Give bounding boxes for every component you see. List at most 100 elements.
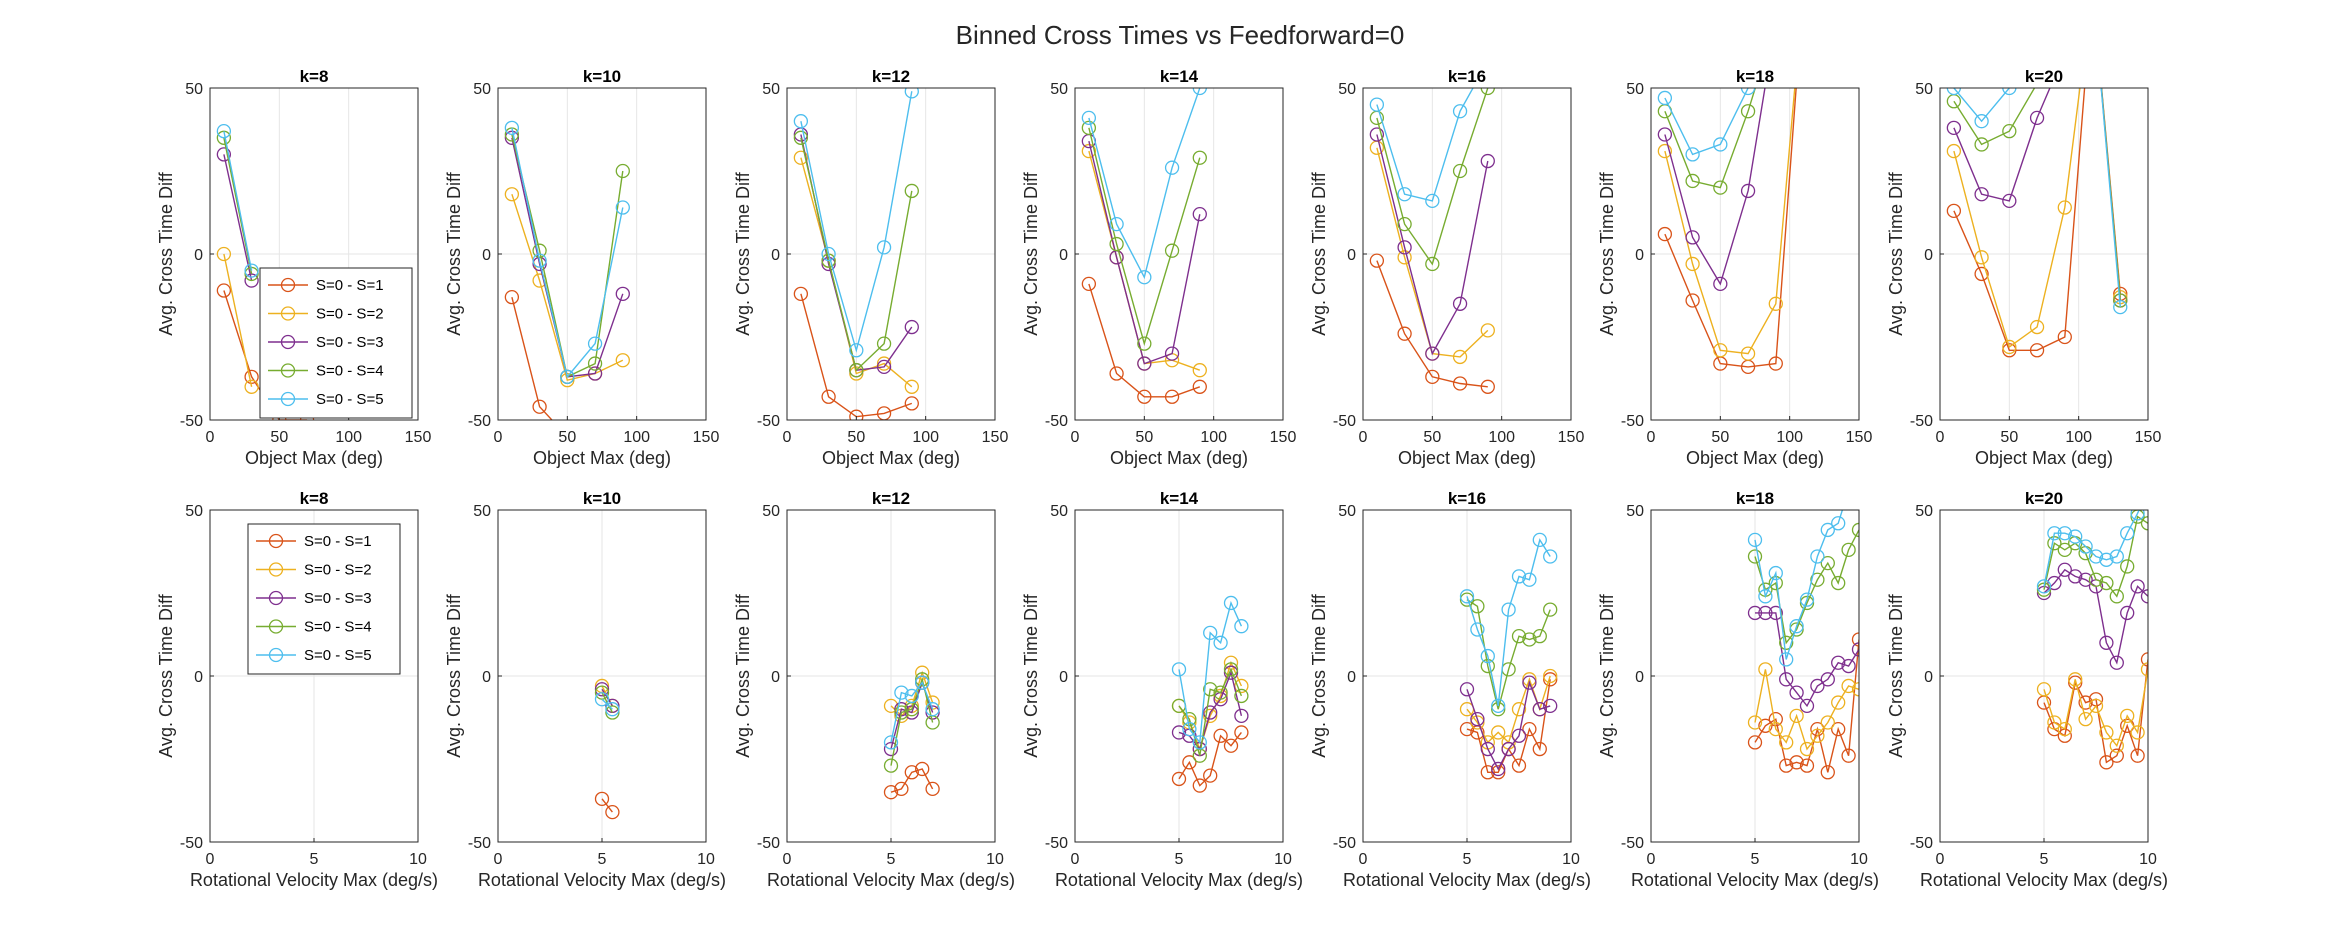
x-tick-label: 0: [1359, 429, 1368, 446]
y-tick-label: 50: [1050, 503, 1068, 520]
data-point-s2: [216, 246, 232, 262]
data-point-s5: [504, 120, 520, 135]
data-point-s5: [1234, 619, 1249, 634]
x-tick-label: 0: [494, 429, 503, 446]
data-point-s1: [2068, 675, 2083, 690]
x-tick-label: 10: [697, 851, 715, 868]
data-point-s2: [1657, 143, 1673, 159]
data-point-s3: [1685, 230, 1700, 245]
data-point-s2: [876, 356, 892, 371]
data-point-s1: [1223, 738, 1239, 753]
data-point-s5: [1810, 549, 1825, 564]
data-point-s1: [1480, 765, 1495, 780]
data-point-s2: [244, 379, 259, 394]
legend-entry-label: S=0 - S=2: [316, 306, 384, 323]
x-axis-label: Rotational Velocity Max (deg/s): [1631, 870, 1879, 890]
x-tick-label: 0: [1936, 429, 1945, 446]
data-point-s2: [2088, 698, 2104, 714]
y-tick-label: 50: [473, 81, 491, 98]
data-point-s4: [1799, 595, 1815, 611]
series-layer: [2036, 510, 2148, 770]
data-point-s1: [883, 785, 899, 800]
data-point-s5: [1511, 569, 1527, 584]
data-point-s1: [1452, 376, 1468, 391]
legend-marker: [268, 647, 284, 663]
data-point-s1: [1397, 326, 1412, 341]
x-tick-label: 50: [847, 429, 865, 446]
series-line-3: [1088, 140, 1201, 365]
data-point-s1: [244, 369, 259, 384]
data-point-s1: [532, 399, 547, 414]
data-point-s4: [615, 163, 630, 179]
x-tick-label: 100: [1488, 429, 1515, 446]
series-line-5: [1088, 88, 1201, 280]
data-point-s4: [1820, 555, 1835, 571]
data-point-s3: [2130, 579, 2145, 594]
legend-marker: [280, 334, 296, 350]
data-point-s1: [1758, 718, 1773, 733]
data-point-s2: [1397, 250, 1412, 265]
series-line-5: [1664, 88, 1749, 156]
data-point-s2: [2099, 725, 2114, 740]
x-axis-label: Object Max (deg): [1398, 448, 1536, 468]
y-axis-label: Avg. Cross Time Diff: [1597, 593, 1617, 757]
data-point-s5: [1109, 216, 1124, 232]
data-point-s2: [1081, 143, 1097, 159]
series-line-2: [1953, 88, 2121, 349]
series-line-1: [1754, 639, 1859, 773]
data-point-s5: [1192, 735, 1207, 750]
y-tick-label: 0: [771, 247, 780, 264]
data-point-s4: [1685, 173, 1700, 189]
y-axis-label: Avg. Cross Time Diff: [444, 171, 464, 335]
data-point-s1: [1480, 379, 1495, 394]
data-point-s4: [1213, 685, 1228, 700]
data-point-s4: [605, 705, 620, 720]
x-tick-label: 50: [558, 429, 576, 446]
data-point-s3: [1713, 276, 1728, 292]
series-line-3: [1466, 680, 1551, 771]
x-tick-label: 50: [1711, 429, 1729, 446]
y-tick-label: 0: [482, 247, 491, 264]
series-line-5: [1466, 538, 1551, 707]
x-axis-label: Object Max (deg): [822, 448, 960, 468]
data-point-s4: [1779, 635, 1794, 650]
data-point-s3: [904, 319, 919, 335]
data-point-s5: [1480, 648, 1495, 664]
data-point-s4: [594, 685, 610, 700]
data-point-s2: [504, 187, 520, 202]
y-tick-label: -50: [1333, 413, 1356, 430]
data-point-s1: [1532, 741, 1547, 757]
series-line-5: [1178, 600, 1243, 745]
data-point-s3: [1501, 741, 1516, 757]
data-point-s5: [849, 343, 864, 358]
data-point-s5: [2057, 526, 2072, 541]
data-point-s3: [2057, 562, 2072, 577]
legend-entry-label: S=0 - S=3: [304, 590, 372, 607]
series-line-4: [1754, 529, 1859, 645]
data-point-s4: [2002, 124, 2017, 139]
x-axis-label: Rotational Velocity Max (deg/s): [190, 870, 438, 890]
data-point-s2: [2036, 682, 2052, 697]
legend-marker: [268, 562, 284, 577]
x-axis-label: Object Max (deg): [1975, 448, 2113, 468]
data-point-s5: [1425, 193, 1440, 209]
data-point-s1: [594, 791, 610, 806]
subplot-title: k=10: [583, 67, 621, 86]
data-point-s5: [1481, 55, 1494, 68]
series-line-2: [223, 253, 253, 387]
series-layer: [883, 665, 940, 800]
data-point-s4: [1425, 256, 1440, 272]
data-point-s5: [1657, 90, 1673, 106]
series-line-5: [890, 681, 934, 743]
y-tick-label: 0: [482, 669, 491, 686]
data-point-s3: [1831, 655, 1846, 670]
data-point-s2: [1747, 715, 1763, 730]
data-point-s4: [2088, 572, 2104, 587]
data-point-s3: [244, 273, 259, 288]
data-point-s5: [1713, 137, 1728, 152]
data-point-s5: [1369, 97, 1385, 112]
